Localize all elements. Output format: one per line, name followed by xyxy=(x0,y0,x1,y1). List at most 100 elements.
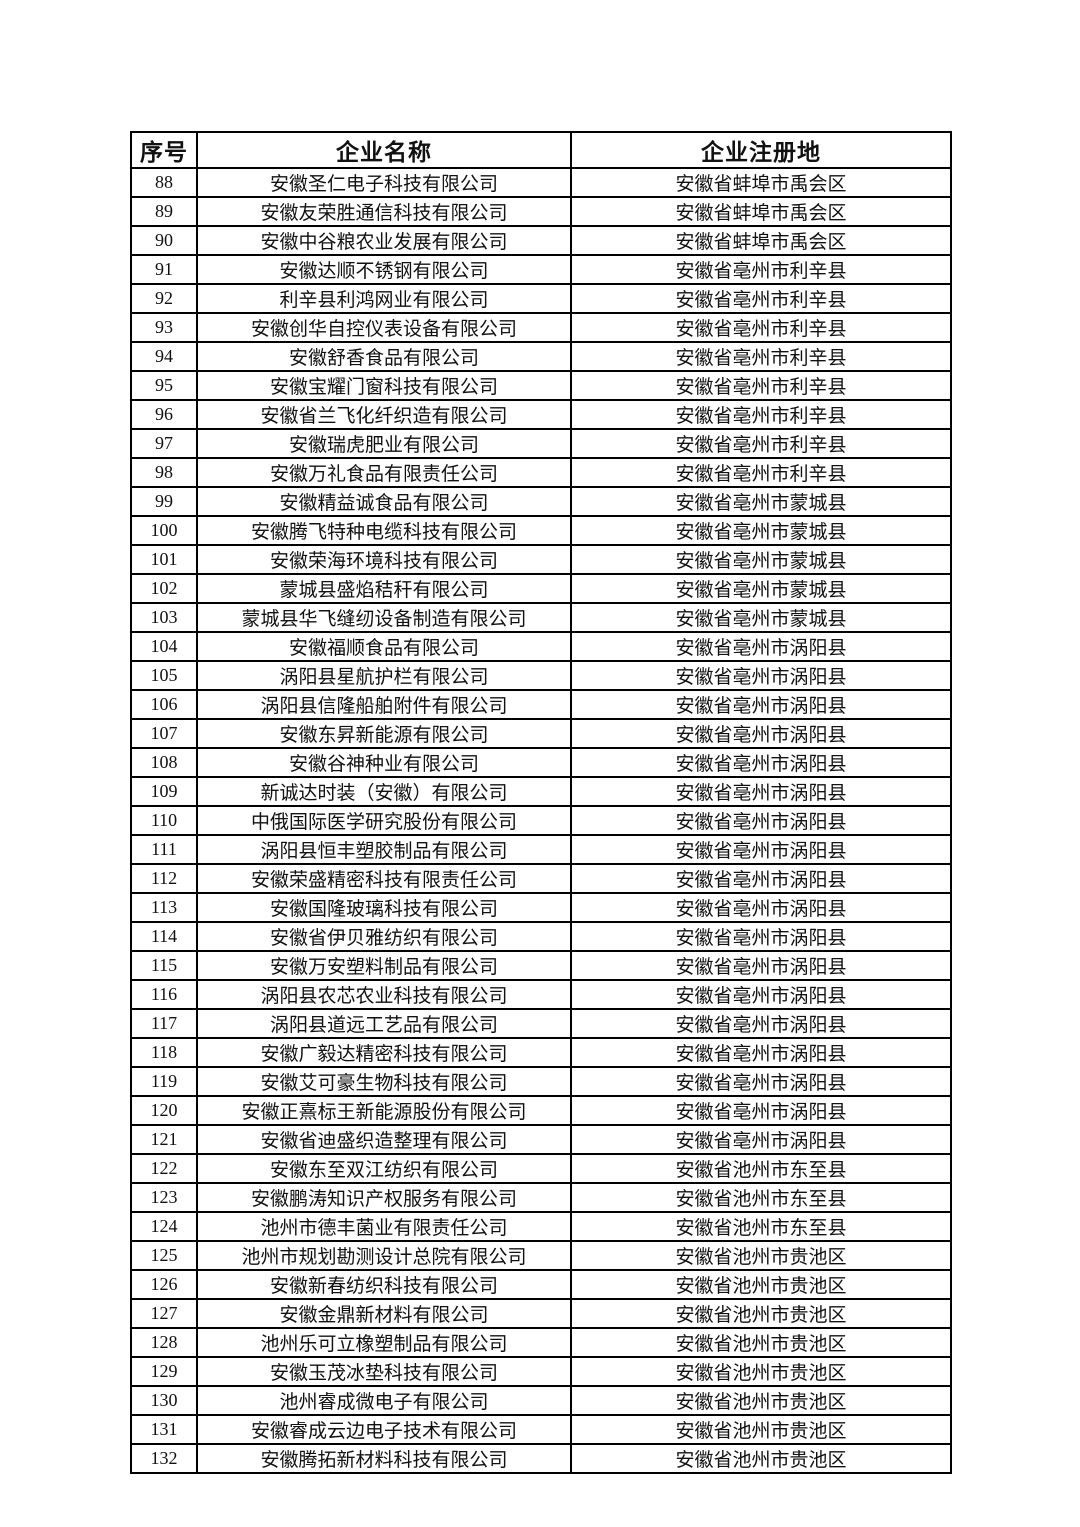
row-index-cell: 97 xyxy=(130,428,198,459)
company-name-cell: 安徽省伊贝雅纺织有限公司 xyxy=(196,921,572,952)
table-row: 118 安徽广毅达精密科技有限公司 安徽省亳州市涡阳县 xyxy=(130,1037,952,1068)
company-name-cell: 安徽艾可豪生物科技有限公司 xyxy=(196,1066,572,1097)
row-index-cell: 102 xyxy=(130,573,198,604)
table-row: 98 安徽万礼食品有限责任公司 安徽省亳州市利辛县 xyxy=(130,457,952,488)
registered-location-cell: 安徽省亳州市涡阳县 xyxy=(570,805,952,836)
company-name-cell: 安徽荣盛精密科技有限责任公司 xyxy=(196,863,572,894)
registered-location-cell: 安徽省池州市贵池区 xyxy=(570,1240,952,1271)
registered-location-cell: 安徽省亳州市蒙城县 xyxy=(570,544,952,575)
row-index-cell: 117 xyxy=(130,1008,198,1039)
table-row: 91 安徽达顺不锈钢有限公司 安徽省亳州市利辛县 xyxy=(130,254,952,285)
company-name-cell: 池州乐可立橡塑制品有限公司 xyxy=(196,1327,572,1358)
registered-location-cell: 安徽省池州市东至县 xyxy=(570,1211,952,1242)
row-index-cell: 96 xyxy=(130,399,198,430)
row-index-cell: 106 xyxy=(130,689,198,720)
registered-location-cell: 安徽省亳州市蒙城县 xyxy=(570,602,952,633)
row-index-cell: 127 xyxy=(130,1298,198,1329)
table-body: 88 安徽圣仁电子科技有限公司 安徽省蚌埠市禹会区 89 安徽友荣胜通信科技有限公司 安徽… xyxy=(130,167,952,1474)
table-row: 127 安徽金鼎新材料有限公司 安徽省池州市贵池区 xyxy=(130,1298,952,1329)
company-name-cell: 安徽宝耀门窗科技有限公司 xyxy=(196,370,572,401)
row-index-cell: 120 xyxy=(130,1095,198,1126)
row-index-cell: 89 xyxy=(130,196,198,227)
row-index-cell: 124 xyxy=(130,1211,198,1242)
registered-location-cell: 安徽省池州市贵池区 xyxy=(570,1356,952,1387)
table-row: 105 涡阳县星航护栏有限公司 安徽省亳州市涡阳县 xyxy=(130,660,952,691)
row-index-cell: 100 xyxy=(130,515,198,546)
registered-location-cell: 安徽省池州市贵池区 xyxy=(570,1414,952,1445)
table-row: 123 安徽鹏涛知识产权服务有限公司 安徽省池州市东至县 xyxy=(130,1182,952,1213)
company-name-cell: 安徽玉茂冰垫科技有限公司 xyxy=(196,1356,572,1387)
table-row: 96 安徽省兰飞化纤织造有限公司 安徽省亳州市利辛县 xyxy=(130,399,952,430)
registered-location-cell: 安徽省亳州市利辛县 xyxy=(570,312,952,343)
registered-location-cell: 安徽省亳州市涡阳县 xyxy=(570,689,952,720)
registered-location-cell: 安徽省亳州市蒙城县 xyxy=(570,573,952,604)
table-row: 108 安徽谷神种业有限公司 安徽省亳州市涡阳县 xyxy=(130,747,952,778)
registered-location-cell: 安徽省亳州市涡阳县 xyxy=(570,747,952,778)
row-index-cell: 104 xyxy=(130,631,198,662)
registered-location-cell: 安徽省亳州市涡阳县 xyxy=(570,834,952,865)
company-name-cell: 安徽荣海环境科技有限公司 xyxy=(196,544,572,575)
registered-location-cell: 安徽省亳州市涡阳县 xyxy=(570,921,952,952)
registered-location-cell: 安徽省亳州市涡阳县 xyxy=(570,776,952,807)
registered-location-cell: 安徽省亳州市蒙城县 xyxy=(570,486,952,517)
registered-location-cell: 安徽省池州市贵池区 xyxy=(570,1327,952,1358)
row-index-cell: 109 xyxy=(130,776,198,807)
company-name-cell: 涡阳县恒丰塑胶制品有限公司 xyxy=(196,834,572,865)
row-index-cell: 94 xyxy=(130,341,198,372)
company-name-cell: 安徽创华自控仪表设备有限公司 xyxy=(196,312,572,343)
company-name-cell: 安徽谷神种业有限公司 xyxy=(196,747,572,778)
header-company-name: 企业名称 xyxy=(196,131,572,169)
company-registry-table: 序号 企业名称 企业注册地 88 安徽圣仁电子科技有限公司 安徽省蚌埠市禹会区 89 安… xyxy=(130,131,952,1474)
table-row: 92 利辛县利鸿网业有限公司 安徽省亳州市利辛县 xyxy=(130,283,952,314)
table-row: 107 安徽东昇新能源有限公司 安徽省亳州市涡阳县 xyxy=(130,718,952,749)
table-row: 90 安徽中谷粮农业发展有限公司 安徽省蚌埠市禹会区 xyxy=(130,225,952,256)
company-name-cell: 蒙城县华飞缝纫设备制造有限公司 xyxy=(196,602,572,633)
registered-location-cell: 安徽省池州市贵池区 xyxy=(570,1443,952,1474)
table-row: 106 涡阳县信隆船舶附件有限公司 安徽省亳州市涡阳县 xyxy=(130,689,952,720)
registered-location-cell: 安徽省亳州市蒙城县 xyxy=(570,515,952,546)
row-index-cell: 121 xyxy=(130,1124,198,1155)
registered-location-cell: 安徽省亳州市涡阳县 xyxy=(570,631,952,662)
row-index-cell: 108 xyxy=(130,747,198,778)
table-row: 116 涡阳县农芯农业科技有限公司 安徽省亳州市涡阳县 xyxy=(130,979,952,1010)
table-row: 130 池州睿成微电子有限公司 安徽省池州市贵池区 xyxy=(130,1385,952,1416)
company-name-cell: 涡阳县道远工艺品有限公司 xyxy=(196,1008,572,1039)
header-index: 序号 xyxy=(130,131,198,169)
row-index-cell: 105 xyxy=(130,660,198,691)
table-row: 126 安徽新春纺织科技有限公司 安徽省池州市贵池区 xyxy=(130,1269,952,1300)
company-name-cell: 安徽达顺不锈钢有限公司 xyxy=(196,254,572,285)
table-row: 97 安徽瑞虎肥业有限公司 安徽省亳州市利辛县 xyxy=(130,428,952,459)
registered-location-cell: 安徽省亳州市涡阳县 xyxy=(570,660,952,691)
table-row: 112 安徽荣盛精密科技有限责任公司 安徽省亳州市涡阳县 xyxy=(130,863,952,894)
company-name-cell: 安徽国隆玻璃科技有限公司 xyxy=(196,892,572,923)
row-index-cell: 119 xyxy=(130,1066,198,1097)
registered-location-cell: 安徽省亳州市涡阳县 xyxy=(570,1124,952,1155)
table-row: 99 安徽精益诚食品有限公司 安徽省亳州市蒙城县 xyxy=(130,486,952,517)
row-index-cell: 131 xyxy=(130,1414,198,1445)
table-header-row: 序号 企业名称 企业注册地 xyxy=(130,131,952,169)
registered-location-cell: 安徽省亳州市利辛县 xyxy=(570,370,952,401)
company-name-cell: 池州市德丰菌业有限责任公司 xyxy=(196,1211,572,1242)
company-name-cell: 安徽金鼎新材料有限公司 xyxy=(196,1298,572,1329)
table-row: 128 池州乐可立橡塑制品有限公司 安徽省池州市贵池区 xyxy=(130,1327,952,1358)
row-index-cell: 128 xyxy=(130,1327,198,1358)
table-row: 101 安徽荣海环境科技有限公司 安徽省亳州市蒙城县 xyxy=(130,544,952,575)
company-name-cell: 涡阳县农芯农业科技有限公司 xyxy=(196,979,572,1010)
registered-location-cell: 安徽省蚌埠市禹会区 xyxy=(570,225,952,256)
row-index-cell: 93 xyxy=(130,312,198,343)
company-name-cell: 涡阳县星航护栏有限公司 xyxy=(196,660,572,691)
company-name-cell: 安徽鹏涛知识产权服务有限公司 xyxy=(196,1182,572,1213)
company-name-cell: 安徽广毅达精密科技有限公司 xyxy=(196,1037,572,1068)
company-name-cell: 新诚达时装（安徽）有限公司 xyxy=(196,776,572,807)
row-index-cell: 114 xyxy=(130,921,198,952)
company-name-cell: 安徽中谷粮农业发展有限公司 xyxy=(196,225,572,256)
registered-location-cell: 安徽省亳州市涡阳县 xyxy=(570,1095,952,1126)
row-index-cell: 90 xyxy=(130,225,198,256)
company-name-cell: 安徽腾拓新材料科技有限公司 xyxy=(196,1443,572,1474)
row-index-cell: 130 xyxy=(130,1385,198,1416)
registered-location-cell: 安徽省池州市贵池区 xyxy=(570,1298,952,1329)
table-row: 125 池州市规划勘测设计总院有限公司 安徽省池州市贵池区 xyxy=(130,1240,952,1271)
table-row: 100 安徽腾飞特种电缆科技有限公司 安徽省亳州市蒙城县 xyxy=(130,515,952,546)
table-row: 113 安徽国隆玻璃科技有限公司 安徽省亳州市涡阳县 xyxy=(130,892,952,923)
company-name-cell: 中俄国际医学研究股份有限公司 xyxy=(196,805,572,836)
